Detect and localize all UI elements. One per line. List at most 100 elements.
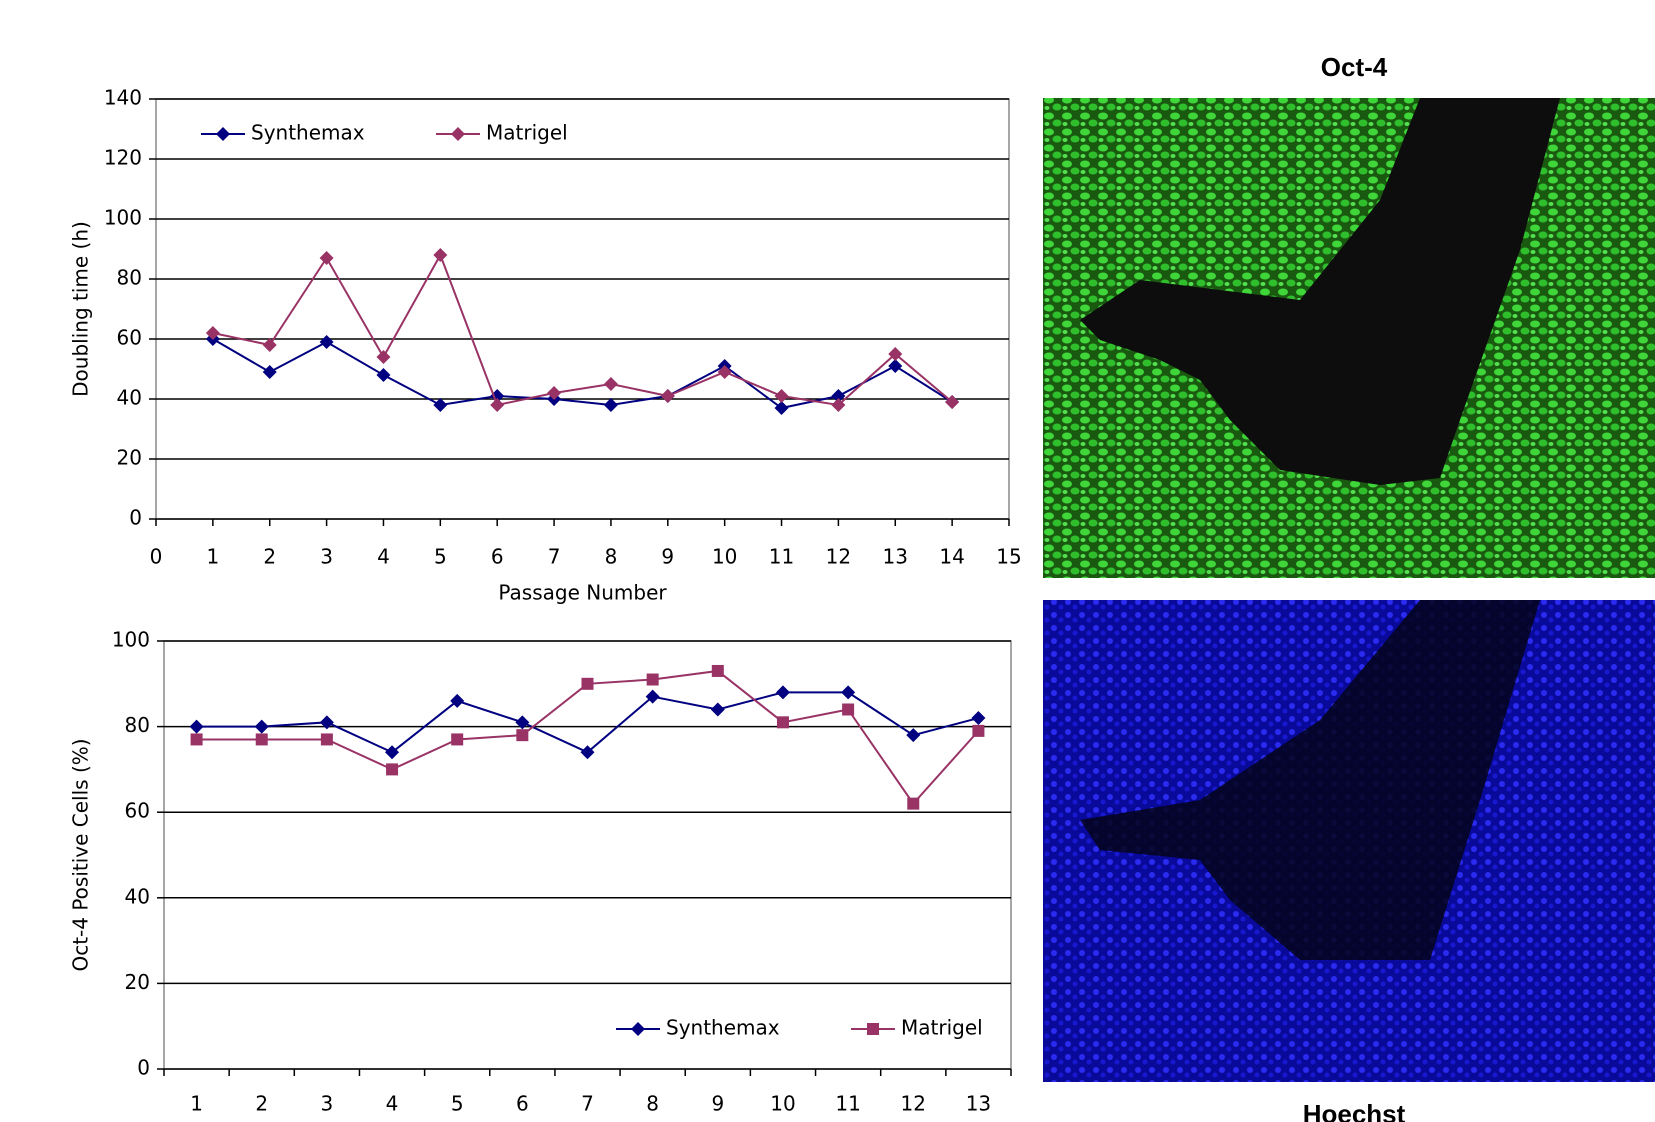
marker [646,673,659,686]
series-line [212,252,953,407]
marker [319,335,334,349]
legend-label: Matrigel [486,121,568,145]
marker [774,389,789,403]
x-tick-label: 12 [826,545,851,569]
marker [216,127,230,141]
marker [255,733,268,746]
marker [774,401,789,415]
x-tick-label: 11 [835,1092,860,1116]
x-tick-label: 2 [263,545,276,569]
marker [906,728,921,743]
y-tick-label: 60 [125,799,150,823]
marker [254,719,269,734]
marker [451,733,464,746]
y-tick-label: 40 [117,386,142,410]
marker [319,715,334,730]
y-tick-label: 140 [104,86,142,110]
marker [205,326,220,340]
marker [775,685,790,700]
x-tick-label: 4 [377,545,390,569]
y-tick-label: 120 [104,146,142,170]
marker [189,719,204,734]
x-tick-label: 5 [451,1092,464,1116]
y-tick-label: 0 [129,506,142,530]
marker [262,365,277,379]
marker [645,689,660,704]
hoechst-dark-region [1080,600,1540,960]
marker [385,745,400,760]
panel-caption: Hoechst [1303,1099,1406,1122]
x-tick-label: 3 [321,1092,334,1116]
marker [580,745,595,760]
x-tick-label: 2 [255,1092,268,1116]
series-line [196,669,980,806]
marker [971,711,986,726]
marker [515,715,530,730]
x-tick-label: 1 [190,1092,203,1116]
plot-area [155,98,1010,520]
x-tick-label: 9 [711,1092,724,1116]
y-tick-label: 20 [125,970,150,994]
x-tick-label: 15 [996,545,1021,569]
marker [581,677,594,690]
marker [490,398,505,412]
y-tick-label: 100 [104,206,142,230]
marker [831,389,846,403]
x-tick-label: 7 [581,1092,594,1116]
panel-caption: Oct-4 [1321,52,1388,82]
x-tick-label: 10 [712,545,737,569]
y-axis-label: Oct-4 Positive Cells (%) [69,738,93,971]
x-tick-label: 3 [320,545,333,569]
marker [319,251,334,265]
marker [831,398,846,412]
x-tick-label: 6 [516,1092,529,1116]
marker [547,386,562,400]
x-tick-label: 8 [605,545,618,569]
x-tick-label: 5 [434,545,447,569]
marker [841,685,856,700]
y-tick-label: 100 [112,628,150,652]
marker [320,733,333,746]
marker [907,797,920,810]
x-tick-label: 11 [769,545,794,569]
series-line [196,691,979,754]
legend-label: Synthemax [666,1016,780,1040]
marker [603,398,618,412]
marker [386,763,399,776]
oct4-dark-region [1080,98,1560,485]
x-tick-label: 13 [966,1092,991,1116]
legend-label: Synthemax [251,121,365,145]
marker [711,664,724,677]
y-tick-label: 60 [117,326,142,350]
x-tick-label: 9 [661,545,674,569]
marker [888,347,903,361]
marker [717,365,732,379]
series-line [212,338,953,410]
x-tick-label: 7 [548,545,561,569]
marker [190,733,203,746]
marker [433,248,448,262]
x-tick-label: 1 [206,545,219,569]
y-tick-label: 20 [117,446,142,470]
marker [262,338,277,352]
marker [433,398,448,412]
marker [450,693,465,708]
marker [376,368,391,382]
marker [376,350,391,364]
marker [516,729,529,742]
marker [660,389,675,403]
x-tick-label: 0 [150,545,163,569]
marker [710,702,725,717]
y-tick-label: 40 [125,884,150,908]
plot-area [163,640,1012,1070]
marker [631,1022,645,1036]
x-tick-label: 6 [491,545,504,569]
marker [867,1023,879,1035]
y-tick-label: 80 [125,713,150,737]
x-tick-label: 10 [770,1092,795,1116]
y-tick-label: 80 [117,266,142,290]
marker [945,395,960,409]
marker [842,703,855,716]
